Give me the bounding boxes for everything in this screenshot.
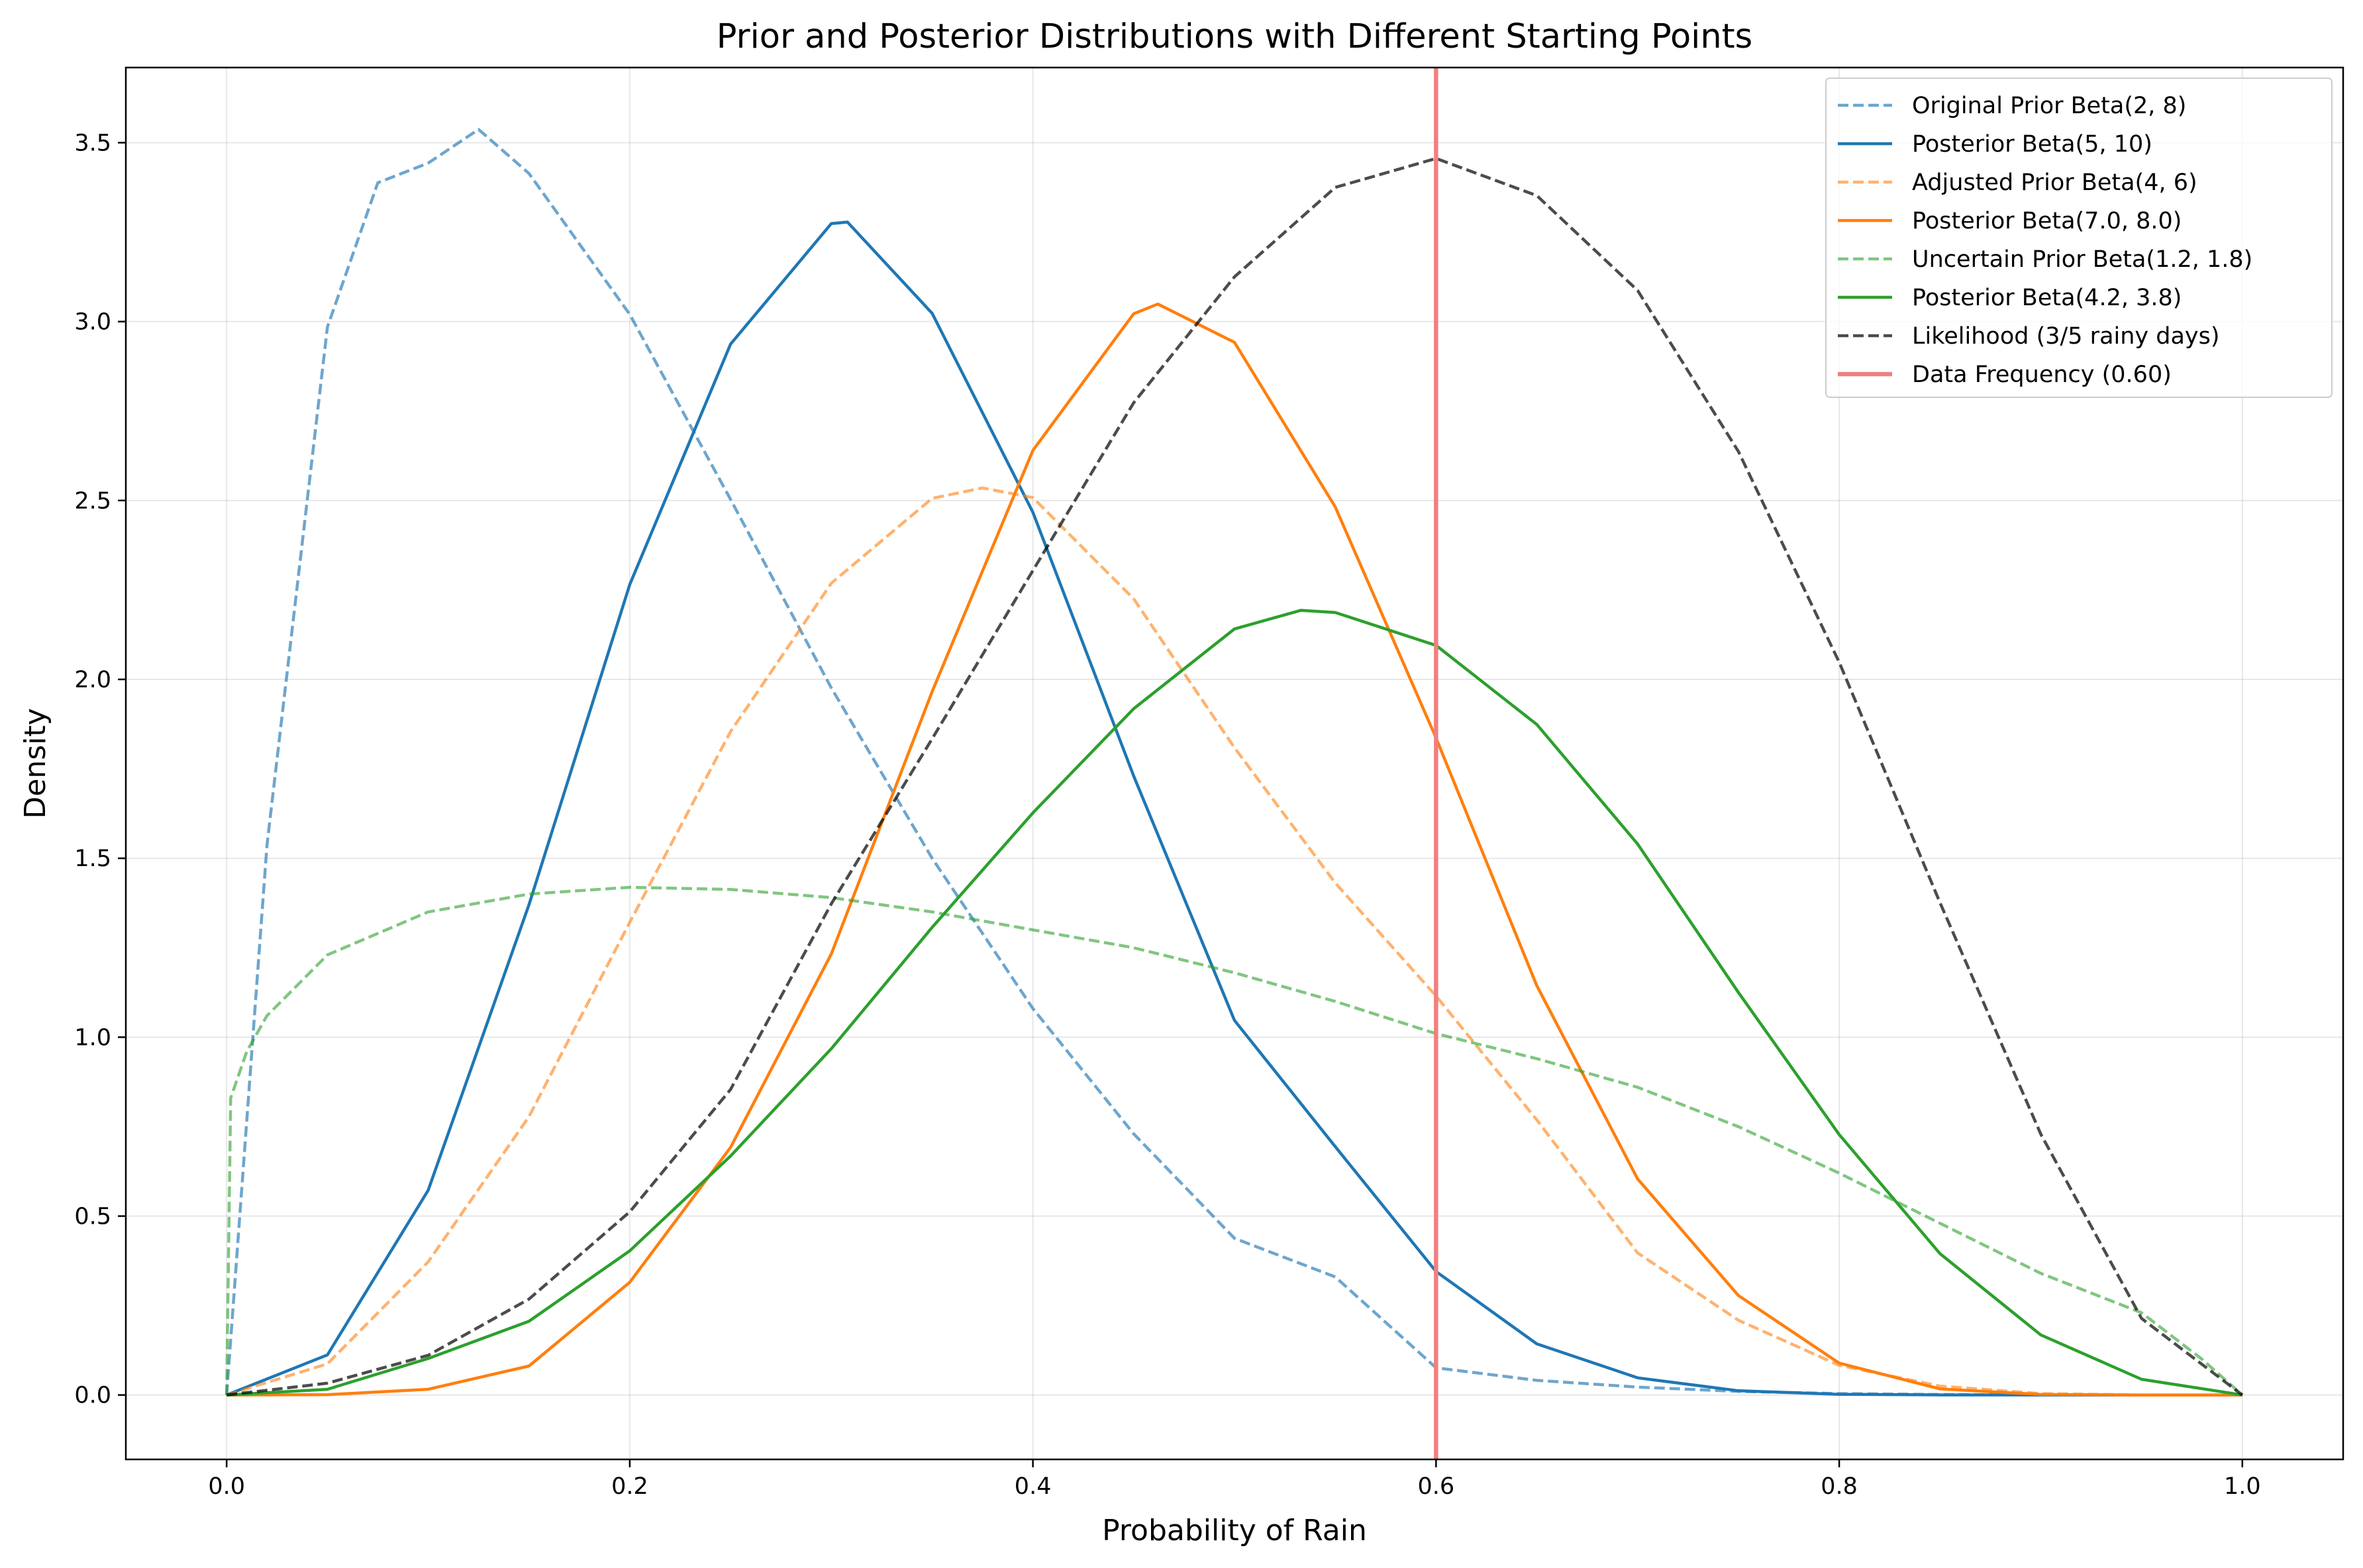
legend-label: Likelihood (3/5 rainy days) [1912,323,2220,350]
series-line-5 [225,885,2244,1396]
x-axis-label: Probability of Rain [1102,1514,1367,1547]
x-axis-ticks: 0.0 0.2 0.4 0.6 0.8 1.0 [208,1459,2261,1500]
y-tick-label: 3.5 [74,130,111,156]
y-tick-label: 1.5 [74,846,111,872]
legend-label: Data Frequency (0.60) [1912,362,2172,388]
x-tick-label: 0.4 [1015,1473,1052,1500]
legend-label: Posterior Beta(4.2, 3.8) [1912,285,2182,311]
x-tick-label: 0.6 [1418,1473,1455,1500]
series-line-3 [226,486,2242,1396]
x-tick-label: 0.2 [611,1473,648,1500]
legend-label: Adjusted Prior Beta(4, 6) [1912,170,2197,196]
y-axis-label: Density [19,708,52,818]
x-tick-label: 0.8 [1821,1473,1858,1500]
series-lines [225,128,2244,1396]
y-tick-label: 2.5 [74,488,111,514]
legend-items: Original Prior Beta(2, 8) Posterior Beta(… [1838,93,2252,388]
y-tick-label: 3.0 [74,309,111,336]
series-line-6 [226,609,2243,1396]
legend-label: Posterior Beta(7.0, 8.0) [1912,208,2182,234]
chart-title: Prior and Posterior Distributions with D… [717,17,1752,56]
legend-box [1825,77,2333,398]
y-axis-ticks: 0.0 0.5 1.0 1.5 2.0 2.5 3.0 3.5 [74,130,126,1409]
legend-label: Original Prior Beta(2, 8) [1912,93,2186,119]
y-tick-label: 1.0 [74,1024,111,1051]
series-line-4 [226,302,2242,1396]
y-tick-label: 2.0 [74,667,111,693]
series-line-7 [226,157,2244,1396]
x-tick-label: 0.0 [208,1473,245,1500]
plot-frame [125,66,2344,1461]
legend-label: Posterior Beta(5, 10) [1912,131,2152,158]
x-tick-label: 1.0 [2224,1473,2261,1500]
series-line-2 [226,220,2242,1396]
legend: Original Prior Beta(2, 8) Posterior Beta(… [1825,77,2333,398]
y-tick-label: 0.5 [74,1204,111,1230]
y-tick-label: 0.0 [74,1383,111,1409]
legend-label: Uncertain Prior Beta(1.2, 1.8) [1912,246,2252,273]
